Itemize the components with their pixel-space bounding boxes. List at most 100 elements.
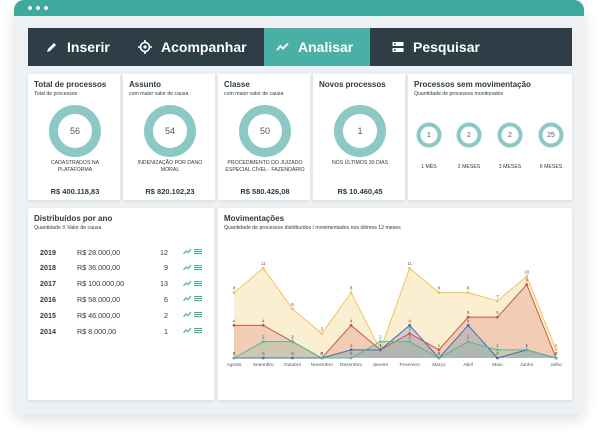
donut-value: 54 <box>164 126 175 136</box>
nav-item-pesquisar[interactable]: Pesquisar <box>392 28 532 66</box>
data-label: 4 <box>408 318 411 323</box>
nav-label: Pesquisar <box>413 39 480 55</box>
data-point[interactable] <box>437 348 441 352</box>
row-value: R$ 28.000,00 <box>77 247 121 257</box>
data-label: 0 <box>262 351 265 356</box>
data-label: 0 <box>321 351 324 356</box>
data-label: 0 <box>555 351 558 356</box>
data-label: 1 <box>379 343 382 348</box>
card-classe[interactable]: Classe com maior valor de causa 50 PROCE… <box>218 74 310 200</box>
mini-donut-chart <box>416 122 442 148</box>
data-point[interactable] <box>320 332 324 335</box>
card-novos-processos[interactable]: Novos processos 1 NOS ÚLTIMOS 30 DIAS R$… <box>313 74 405 200</box>
data-point[interactable] <box>496 315 499 319</box>
data-point[interactable] <box>408 340 412 344</box>
data-point[interactable] <box>554 356 558 360</box>
data-label: 0 <box>291 351 294 356</box>
trend-icon[interactable] <box>183 248 203 255</box>
data-point[interactable] <box>291 307 294 311</box>
data-point[interactable] <box>408 332 412 335</box>
mini-donut-label: 2 MESES <box>457 164 481 170</box>
data-point[interactable] <box>466 323 470 327</box>
data-point[interactable] <box>291 356 294 360</box>
row-year: 2014 <box>40 326 56 336</box>
trend-icon[interactable] <box>183 264 203 271</box>
window-dot-icon[interactable] <box>36 6 40 10</box>
x-tick-label: Junho <box>520 363 534 368</box>
row-count: 2 <box>164 310 168 320</box>
card-subtitle: Quantidade X Valor de causa <box>34 225 102 231</box>
data-point[interactable] <box>466 291 470 295</box>
card-assunto[interactable]: Assunto com maior valor de causa 54 INDE… <box>123 74 215 200</box>
trend-icon[interactable] <box>183 327 203 334</box>
data-label: 10 <box>524 269 530 274</box>
data-point[interactable] <box>466 340 470 344</box>
data-point[interactable] <box>378 348 382 352</box>
card-description: PROCEDIMENTO DO JUIZADO ESPECIAL CÍVEL -… <box>225 160 305 173</box>
data-point[interactable] <box>496 348 499 352</box>
x-tick-label: Julho <box>550 363 562 368</box>
data-point[interactable] <box>349 291 353 295</box>
window-dot-icon[interactable] <box>44 6 48 10</box>
data-point[interactable] <box>349 356 353 360</box>
card-total-processos[interactable]: Total de processos Total de processos 56… <box>28 74 120 200</box>
data-label: 8 <box>467 286 470 291</box>
table-row[interactable]: 2015 R$ 46.000,00 2 <box>40 309 216 321</box>
card-subtitle: Quantidade de processos monitorados <box>414 91 504 97</box>
data-point[interactable] <box>525 274 529 278</box>
data-label: 11 <box>407 261 412 266</box>
window-dot-icon[interactable] <box>28 6 32 10</box>
data-point[interactable] <box>232 323 236 327</box>
data-label: 9 <box>525 278 528 283</box>
data-point[interactable] <box>554 348 558 352</box>
card-title: Novos processos <box>319 80 386 89</box>
nav-item-analisar[interactable]: Analisar <box>264 28 370 66</box>
data-point[interactable] <box>408 323 412 327</box>
card-processos-sem-movimentacao[interactable]: Processos sem movimentação Quantidade de… <box>408 74 572 200</box>
data-point[interactable] <box>261 266 265 270</box>
row-year: 2015 <box>40 310 56 320</box>
data-point[interactable] <box>437 356 441 360</box>
data-point[interactable] <box>525 348 529 352</box>
table-row[interactable]: 2018 R$ 36.000,00 9 <box>40 262 216 274</box>
data-point[interactable] <box>349 323 353 327</box>
mini-donut-value: 2 <box>508 131 512 139</box>
data-point[interactable] <box>261 323 265 327</box>
card-title: Classe <box>224 80 250 89</box>
table-row[interactable]: 2019 R$ 28.000,00 12 <box>40 246 216 258</box>
search-list-icon <box>392 42 404 52</box>
table-row[interactable]: 2014 R$ 8.000,00 1 <box>40 325 216 337</box>
data-point[interactable] <box>496 299 499 303</box>
x-tick-label: Setembro <box>252 363 274 368</box>
data-point[interactable] <box>525 283 529 286</box>
data-point[interactable] <box>261 340 265 344</box>
data-label: 2 <box>408 335 411 340</box>
app-window: Inserir Acompanhar Analisar Pesquisar <box>14 0 584 414</box>
data-point[interactable] <box>496 356 499 360</box>
data-point[interactable] <box>232 356 236 360</box>
data-label: 5 <box>467 310 470 315</box>
table-row[interactable]: 2017 R$ 100.000,00 13 <box>40 278 216 290</box>
data-point[interactable] <box>408 266 412 270</box>
mini-donut-chart <box>538 122 564 148</box>
trend-icon[interactable] <box>183 280 203 287</box>
data-point[interactable] <box>466 315 470 319</box>
data-point[interactable] <box>437 291 441 295</box>
data-label: 2 <box>379 335 382 340</box>
data-point[interactable] <box>349 348 353 352</box>
row-value: R$ 46.000,00 <box>77 310 121 320</box>
table-row[interactable]: 2016 R$ 58.000,00 6 <box>40 293 216 305</box>
data-point[interactable] <box>261 356 265 360</box>
data-point[interactable] <box>232 291 236 295</box>
data-label: 2 <box>291 335 294 340</box>
card-description: INDENIZAÇÃO POR DANO MORAL <box>137 160 203 173</box>
trend-icon[interactable] <box>183 295 203 302</box>
nav-item-inserir[interactable]: Inserir <box>46 28 154 66</box>
data-label: 3 <box>408 327 411 332</box>
data-point[interactable] <box>378 340 382 344</box>
data-label: 8 <box>438 286 441 291</box>
data-point[interactable] <box>320 356 324 360</box>
data-point[interactable] <box>291 340 294 344</box>
nav-item-acompanhar[interactable]: Acompanhar <box>138 28 278 66</box>
trend-icon[interactable] <box>183 311 203 318</box>
